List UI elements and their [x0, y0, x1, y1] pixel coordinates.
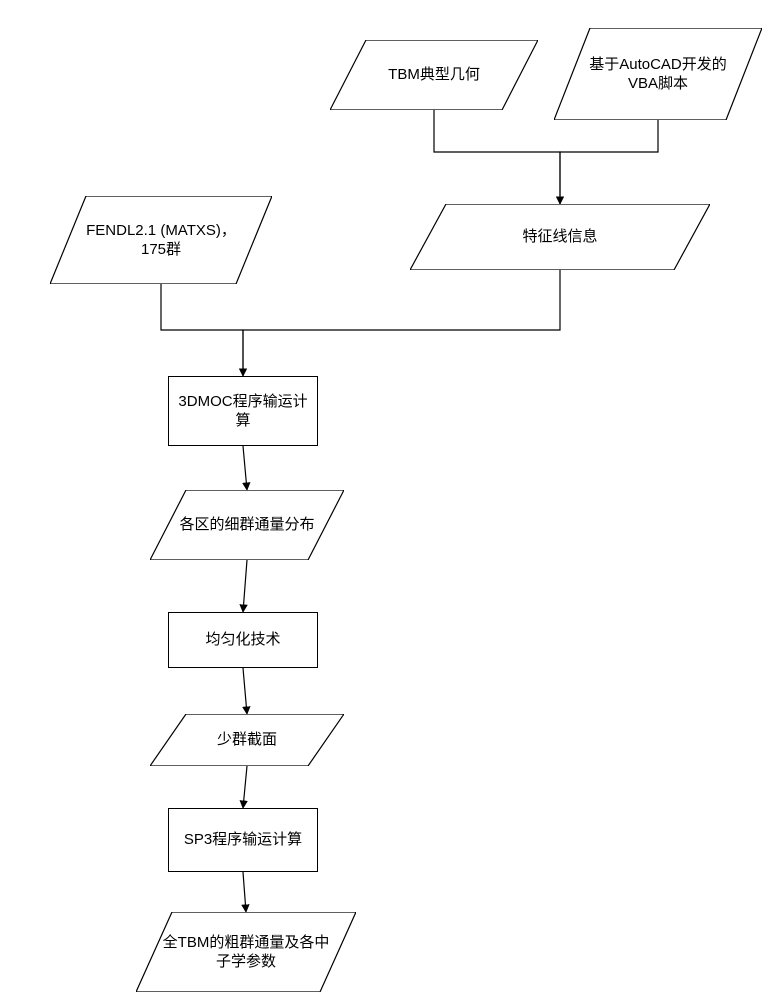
node-label-wrap-n6_fine_flux: 各区的细群通量分布	[168, 490, 326, 560]
node-label-wrap-n4_feature: 特征线信息	[428, 204, 692, 270]
node-label: 基于AutoCAD开发的VBA脚本	[572, 55, 744, 94]
node-label-wrap-n1_tbm_geom: TBM典型几何	[348, 40, 520, 110]
node-label-wrap-n3_fendl: FENDL2.1 (MATXS)，175群	[68, 196, 254, 284]
node-label: TBM典型几何	[382, 65, 486, 85]
node-label: SP3程序输运计算	[176, 830, 310, 850]
node-label: 各区的细群通量分布	[173, 515, 320, 535]
edge-2	[243, 270, 560, 376]
node-label-wrap-n8_fewgrp: 少群截面	[168, 714, 326, 766]
edge-5	[243, 560, 247, 612]
node-n5_3dmoc: 3DMOC程序输运计算	[168, 376, 318, 446]
node-n7_homog: 均匀化技术	[168, 612, 318, 668]
node-label: 全TBM的粗群通量及各中子学参数	[154, 933, 338, 972]
node-label: 少群截面	[211, 730, 283, 750]
edge-4	[243, 446, 247, 490]
edge-8	[243, 872, 246, 912]
node-label: FENDL2.1 (MATXS)，175群	[68, 221, 254, 260]
edge-3	[161, 284, 243, 376]
flowchart-canvas: TBM典型几何 基于AutoCAD开发的VBA脚本 FENDL2.1 (MATXS)…	[0, 0, 771, 1000]
node-label-wrap-n2_vba: 基于AutoCAD开发的VBA脚本	[572, 28, 744, 120]
edge-1	[560, 120, 658, 204]
edge-0	[434, 110, 560, 204]
node-label-wrap-n10_result: 全TBM的粗群通量及各中子学参数	[154, 912, 338, 992]
node-label: 3DMOC程序输运计算	[169, 392, 317, 431]
edges-layer	[0, 0, 771, 1000]
edge-6	[243, 668, 247, 714]
node-label: 特征线信息	[516, 227, 603, 247]
node-n9_sp3: SP3程序输运计算	[168, 808, 318, 872]
edge-7	[243, 766, 247, 808]
node-label: 均匀化技术	[197, 630, 288, 650]
